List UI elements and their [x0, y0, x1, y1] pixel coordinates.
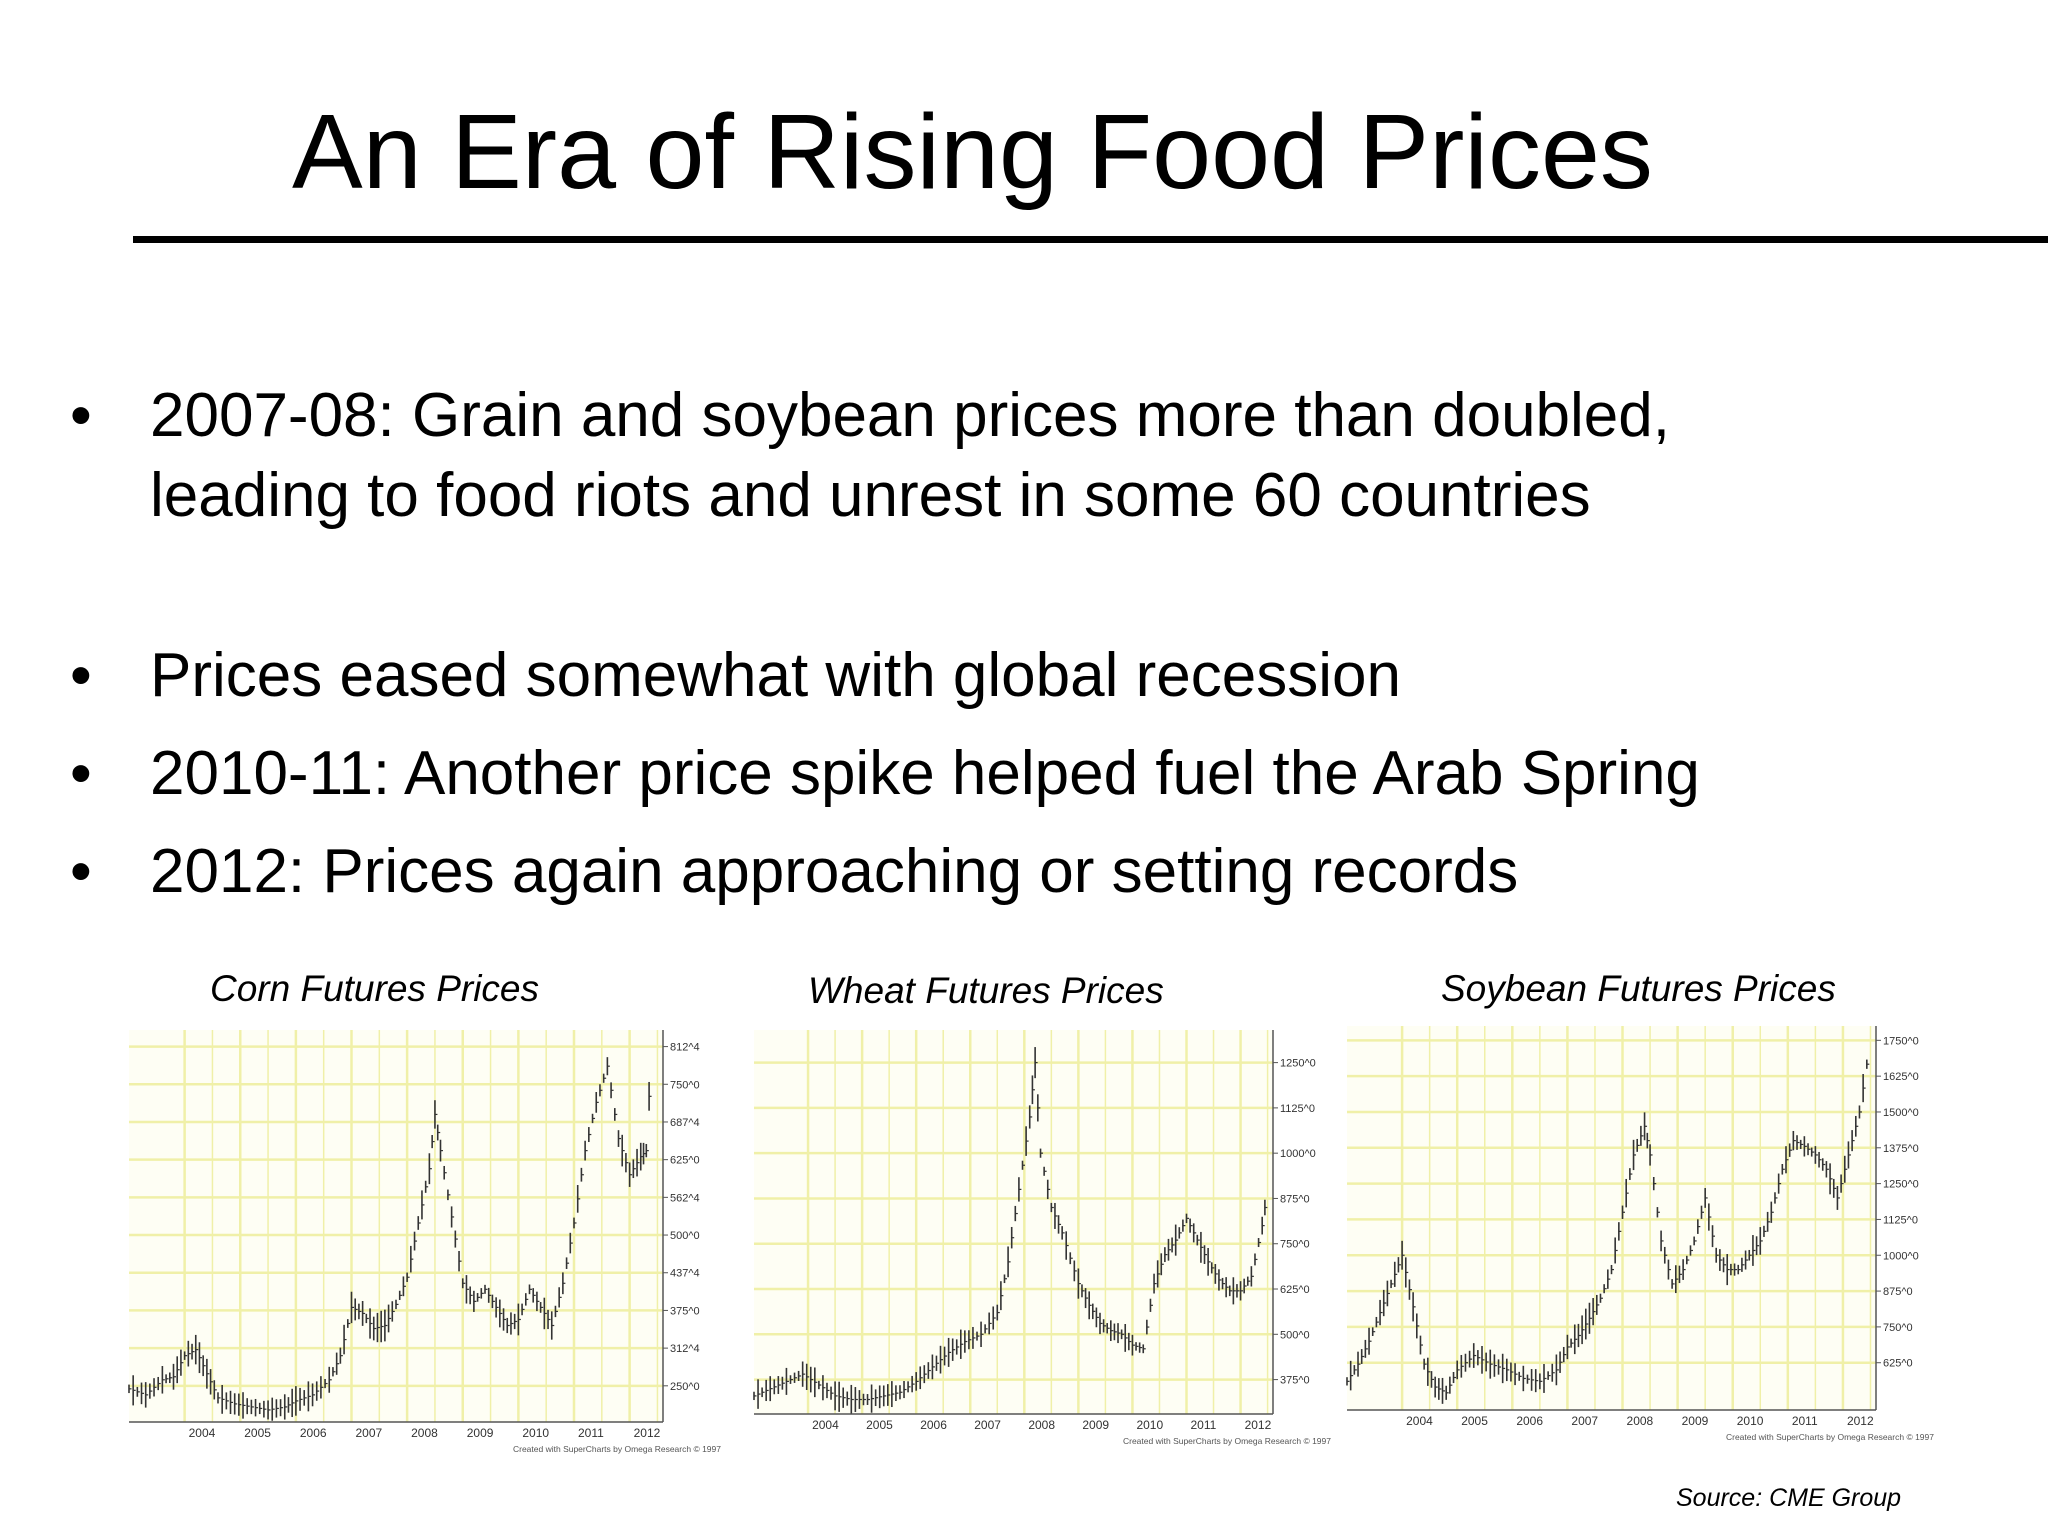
y-tick-label: 500^0: [670, 1230, 700, 1242]
x-tick-label: 2010: [1737, 1414, 1764, 1428]
x-tick-label: 2008: [411, 1426, 438, 1440]
soybean-chart: 625^0 750^0 875^0 1000^0 1125^0 1250^0 1375^0 1…: [1343, 1018, 1938, 1448]
x-tick-label: 2007: [356, 1426, 383, 1440]
x-tick-label: 2011: [1191, 1418, 1217, 1432]
bullet-marker: •: [70, 739, 92, 808]
y-tick-label: 1750^0: [1883, 1035, 1919, 1047]
y-tick-label: 1375^0: [1883, 1143, 1919, 1155]
x-tick-label: 2011: [578, 1426, 604, 1440]
y-tick-label: 625^0: [1883, 1358, 1913, 1370]
soybean-chart-svg: 625^0 750^0 875^0 1000^0 1125^0 1250^0 1375^0 1…: [1346, 1026, 1934, 1442]
wheat-chart-title: Wheat Futures Prices: [808, 970, 1164, 1011]
title-underline: [133, 236, 2048, 243]
y-tick-label: 750^0: [1883, 1322, 1913, 1334]
y-tick-label: 1000^0: [1883, 1250, 1919, 1262]
x-tick-label: 2008: [1028, 1418, 1055, 1432]
y-tick-label: 625^0: [670, 1155, 700, 1167]
y-tick-label: 1625^0: [1883, 1071, 1919, 1083]
bullet-text: 2012: Prices again approaching or settin…: [150, 837, 1519, 906]
x-tick-label: 2005: [866, 1418, 893, 1432]
plot-area: [129, 1030, 663, 1422]
plot-area: [754, 1030, 1273, 1414]
y-tick-label: 375^0: [1280, 1375, 1310, 1387]
y-tick-label: 812^4: [670, 1042, 700, 1054]
x-tick-label: 2009: [1682, 1414, 1709, 1428]
y-tick-label: 500^0: [1280, 1329, 1310, 1341]
corn-chart-svg: 250^0 312^4 375^0 437^4 500^0 562^4 625^0 687^4…: [128, 1030, 721, 1454]
x-tick-label: 2010: [1136, 1418, 1163, 1432]
x-tick-label: 2012: [1245, 1418, 1272, 1432]
x-tick-label: 2004: [189, 1426, 216, 1440]
y-tick-label: 1125^0: [1883, 1214, 1918, 1226]
x-tick-label: 2004: [1406, 1414, 1433, 1428]
x-tick-label: 2006: [300, 1426, 327, 1440]
y-tick-label: 875^0: [1280, 1193, 1310, 1205]
y-tick-label: 687^4: [670, 1117, 700, 1129]
x-tick-label: 2006: [920, 1418, 947, 1432]
corn-chart: 250^0 312^4 375^0 437^4 500^0 562^4 625^0 687^4…: [125, 1022, 725, 1460]
chart-credit: Created with SuperCharts by Omega Resear…: [1726, 1432, 1934, 1442]
y-tick-label: 312^4: [670, 1343, 700, 1355]
y-tick-label: 625^0: [1280, 1284, 1310, 1296]
wheat-chart: 375^0 500^0 625^0 750^0 875^0 1000^0 1125^0 125…: [750, 1022, 1335, 1452]
y-tick-label: 437^4: [670, 1268, 700, 1280]
x-tick-label: 2009: [467, 1426, 494, 1440]
y-tick-label: 250^0: [670, 1381, 700, 1393]
bullet-text: 2010-11: Another price spike helped fuel…: [150, 739, 1700, 808]
x-tick-label: 2009: [1082, 1418, 1109, 1432]
chart-credit: Created with SuperCharts by Omega Resear…: [513, 1444, 721, 1454]
bullet-marker: •: [70, 641, 92, 710]
wheat-chart-svg: 375^0 500^0 625^0 750^0 875^0 1000^0 1125^0 125…: [753, 1030, 1331, 1446]
x-tick-label: 2012: [634, 1426, 661, 1440]
chart-credit: Created with SuperCharts by Omega Resear…: [1123, 1436, 1331, 1446]
y-tick-label: 750^0: [1280, 1239, 1310, 1251]
x-tick-label: 2005: [1461, 1414, 1488, 1428]
y-tick-label: 1250^0: [1883, 1179, 1919, 1191]
y-tick-label: 875^0: [1883, 1286, 1913, 1298]
y-tick-label: 375^0: [670, 1305, 700, 1317]
y-tick-label: 562^4: [670, 1192, 700, 1204]
source-note: Source: CME Group: [1676, 1484, 1902, 1512]
bullet-text: 2007-08: Grain and soybean prices more t…: [150, 381, 1670, 530]
x-tick-label: 2012: [1847, 1414, 1874, 1428]
x-tick-label: 2011: [1792, 1414, 1818, 1428]
bullet-marker: •: [70, 837, 92, 906]
x-tick-label: 2007: [974, 1418, 1001, 1432]
corn-chart-title: Corn Futures Prices: [210, 968, 539, 1009]
y-tick-label: 1250^0: [1280, 1058, 1316, 1070]
plot-area: [1347, 1026, 1876, 1410]
slide-title: An Era of Rising Food Prices: [292, 93, 1653, 211]
y-tick-label: 750^0: [670, 1079, 700, 1091]
x-tick-label: 2010: [522, 1426, 549, 1440]
x-tick-label: 2004: [812, 1418, 839, 1432]
bullet-text: Prices eased somewhat with global recess…: [150, 641, 1401, 710]
y-tick-label: 1125^0: [1280, 1103, 1315, 1115]
y-tick-label: 1500^0: [1883, 1107, 1919, 1119]
x-tick-label: 2005: [244, 1426, 271, 1440]
soybean-chart-title: Soybean Futures Prices: [1441, 968, 1836, 1009]
y-tick-label: 1000^0: [1280, 1148, 1316, 1160]
x-tick-label: 2007: [1571, 1414, 1598, 1428]
bullet-marker: •: [70, 381, 92, 450]
x-tick-label: 2008: [1627, 1414, 1654, 1428]
x-tick-label: 2006: [1516, 1414, 1543, 1428]
